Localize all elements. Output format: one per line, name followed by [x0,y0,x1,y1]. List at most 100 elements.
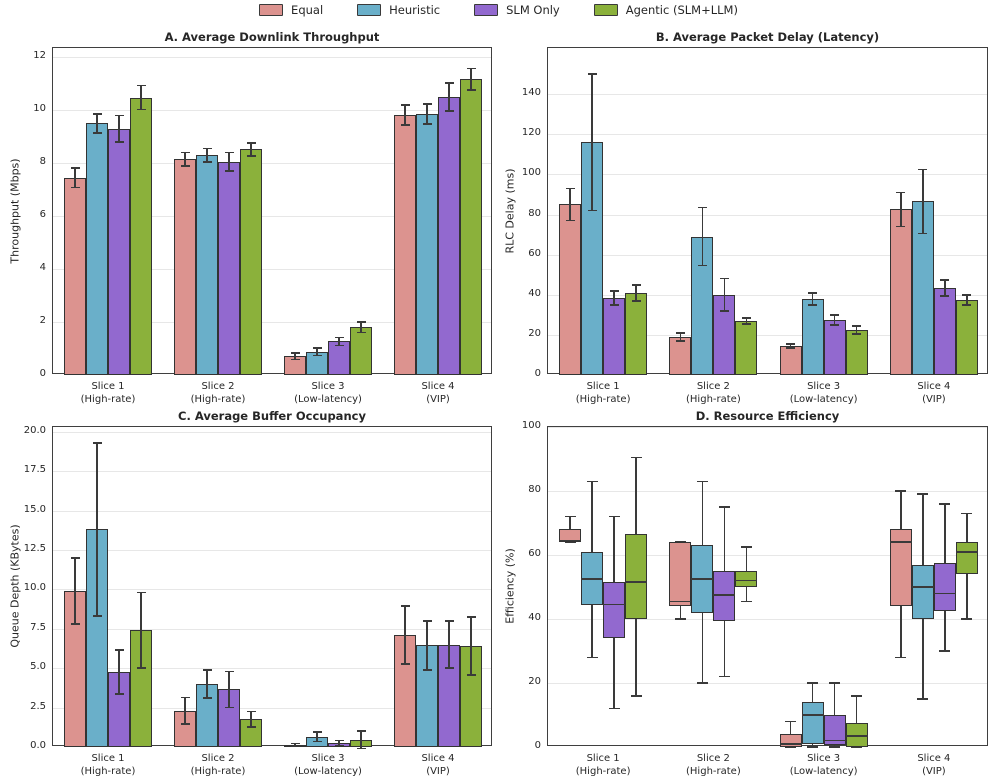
x-tick-line: Slice 2 [696,753,730,764]
error-cap-top [719,277,729,280]
y-tick-label: 8 [39,156,46,168]
whisker-cap-bottom [630,695,642,697]
y-tick-label: 0.0 [30,740,46,751]
error-cap-bottom [830,324,840,326]
error-cap-bottom [290,358,300,361]
whisker-cap-top [829,682,841,684]
median-line [669,600,692,603]
whisker-lower [900,606,902,658]
error-bar [184,697,186,725]
error-cap-top [224,670,234,673]
box-agentic-slm-llm- [735,571,758,587]
error-bar [294,353,296,360]
median-line [625,581,648,584]
y-tick-label: 100 [521,167,541,179]
error-bar [470,68,472,90]
whisker-cap-top [895,490,907,492]
error-cap-top [334,739,344,742]
whisker-cap-top [785,720,797,723]
bar-agentic-slm-llm- [845,329,868,375]
error-cap-top [466,67,476,70]
x-tick-label: Slice 2 (High-rate) [163,752,273,778]
median-line [933,592,956,595]
error-cap-top [246,141,256,144]
whisker-lower [944,611,946,651]
whisker-lower [613,638,615,709]
error-bar [723,278,726,311]
legend-swatch-equal [259,4,284,16]
gridline [53,668,491,670]
subplot-latency-plot-area: 0 20 40 60 80 100 120 140 Slice 1 (High-rate) Slic… [522,47,988,405]
whisker-lower [966,574,968,619]
gridline [548,254,987,256]
error-cap-top [246,710,256,713]
box-heuristic [911,564,934,619]
bar-equal [779,345,802,375]
error-cap-top [312,346,322,349]
x-tick-line: (Low-latency) [789,766,858,777]
x-tick-label: Slice 4 (VIP) [383,380,493,406]
y-tick-label: 0 [39,368,46,379]
median-line [823,739,846,742]
error-bar [944,279,946,296]
whisker-cap-bottom [696,682,708,684]
error-cap-top [631,283,641,286]
gridline [548,491,987,492]
error-bar [250,711,252,728]
error-cap-top [180,696,190,699]
x-tick-line: (High-rate) [80,394,136,405]
error-cap-top [422,620,432,622]
x-tick-line: (High-rate) [575,766,631,777]
x-tick-line: (VIP) [426,394,450,405]
error-bar [855,325,858,334]
whisker-cap-bottom [718,675,730,678]
gridline [53,628,491,630]
subplot-buffer-title: C. Average Buffer Occupancy [178,409,366,423]
error-bar [426,104,428,125]
y-tick-label: 10 [33,103,46,115]
whisker-upper [745,547,748,571]
x-tick-label: Slice 3 (Low-latency) [769,380,879,406]
gridline [53,322,491,324]
error-bar [338,337,340,346]
x-tick-line: Slice 3 [807,381,841,392]
median-line [911,586,934,588]
error-bar [360,731,362,749]
whisker-cap-top [917,493,929,495]
subplot-efficiency-title: D. Resource Efficiency [695,409,840,423]
bar-agentic-slm-llm- [130,97,152,375]
error-cap-top [444,82,454,84]
bar-heuristic [801,298,824,375]
y-tick-label: 80 [528,484,541,495]
error-cap-top [202,668,212,671]
error-cap-top [70,167,80,169]
error-cap-bottom [609,303,619,306]
error-bar [228,671,230,708]
error-cap-bottom [180,165,190,167]
legend-item-agentic: Agentic (SLM+LLM) [593,3,738,17]
error-cap-top [741,317,751,319]
legend-item-slm-only: SLM Only [474,3,560,17]
median-line [713,594,736,596]
x-tick-label: Slice 3 (Low-latency) [769,752,879,778]
error-bar [679,332,682,341]
subplot-buffer-plot-area: 0.0 2.5 5.0 7.5 10.0 12.5 15.0 17.5 20.0 Slice 1 (… [24,425,492,777]
error-cap-top [808,291,818,294]
box-slm-only [823,715,846,746]
bar-slm-only [823,319,846,375]
bar-agentic-slm-llm- [350,327,372,375]
box-equal [669,542,692,607]
whisker-upper [811,683,814,703]
legend-label-agentic: Agentic (SLM+LLM) [625,3,738,17]
y-tick-label: 60 [528,247,541,259]
legend-label-heuristic: Heuristic [389,3,441,17]
x-tick-label: Slice 2 (High-rate) [163,380,273,406]
legend: Equal Heuristic SLM Only Agentic (SLM+LL… [0,3,997,17]
error-bar [316,732,318,742]
x-tick-label: Slice 1 (High-rate) [53,752,163,778]
error-bar [74,557,76,625]
error-cap-top [400,104,410,106]
whisker-upper [789,721,792,735]
x-tick-label: Slice 1 (High-rate) [548,752,658,778]
whisker-cap-bottom [895,656,907,659]
